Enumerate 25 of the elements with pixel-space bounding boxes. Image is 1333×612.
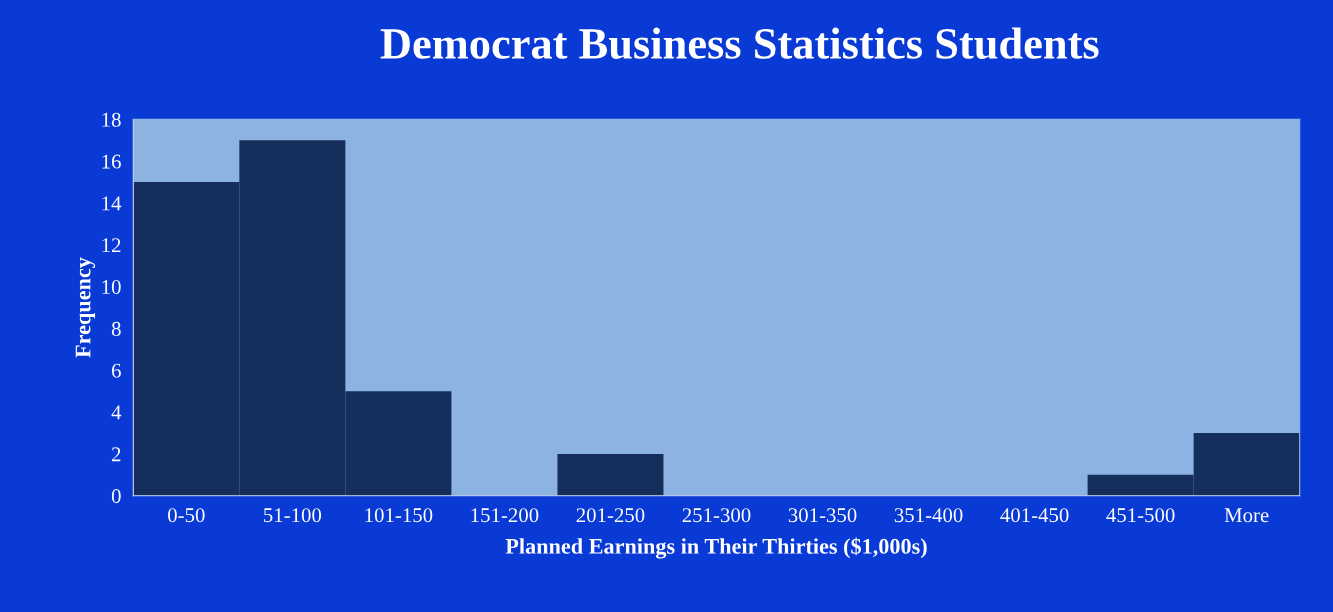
y-tick-label: 16	[102, 154, 121, 169]
x-tick-label: 301-350	[788, 508, 857, 523]
y-tick-label: 18	[102, 112, 121, 127]
x-tick-label: 151-200	[471, 508, 539, 523]
x-tick-label: More	[1224, 508, 1269, 523]
y-tick-label: 4	[111, 405, 122, 420]
chart-title: Democrat Business Statistics Students	[380, 27, 1099, 59]
y-tick-label: 2	[111, 447, 121, 462]
y-tick-label: 6	[111, 363, 121, 378]
x-tick-label: 251-300	[682, 508, 751, 523]
x-axis-title: Planned Earnings in Their Thirties ($1,000s)	[505, 537, 927, 559]
y-tick-label: 10	[102, 279, 121, 295]
x-tick-label: 101-150	[365, 508, 433, 523]
y-tick-label: 12	[102, 238, 121, 253]
x-tick-label: 451-500	[1106, 508, 1175, 523]
x-tick-label: 351-400	[894, 508, 963, 523]
x-tick-label: 201-250	[576, 508, 645, 523]
y-tick-label: 8	[111, 321, 121, 336]
x-tick-label: 401-450	[1000, 508, 1069, 523]
x-tick-label: 0-50	[168, 508, 205, 523]
y-axis-title: Frequency	[75, 257, 96, 358]
bar	[557, 453, 664, 496]
y-tick-label: 0	[111, 489, 121, 504]
y-tick-label: 14	[102, 196, 122, 211]
x-tick-label: 51-100	[264, 508, 322, 523]
